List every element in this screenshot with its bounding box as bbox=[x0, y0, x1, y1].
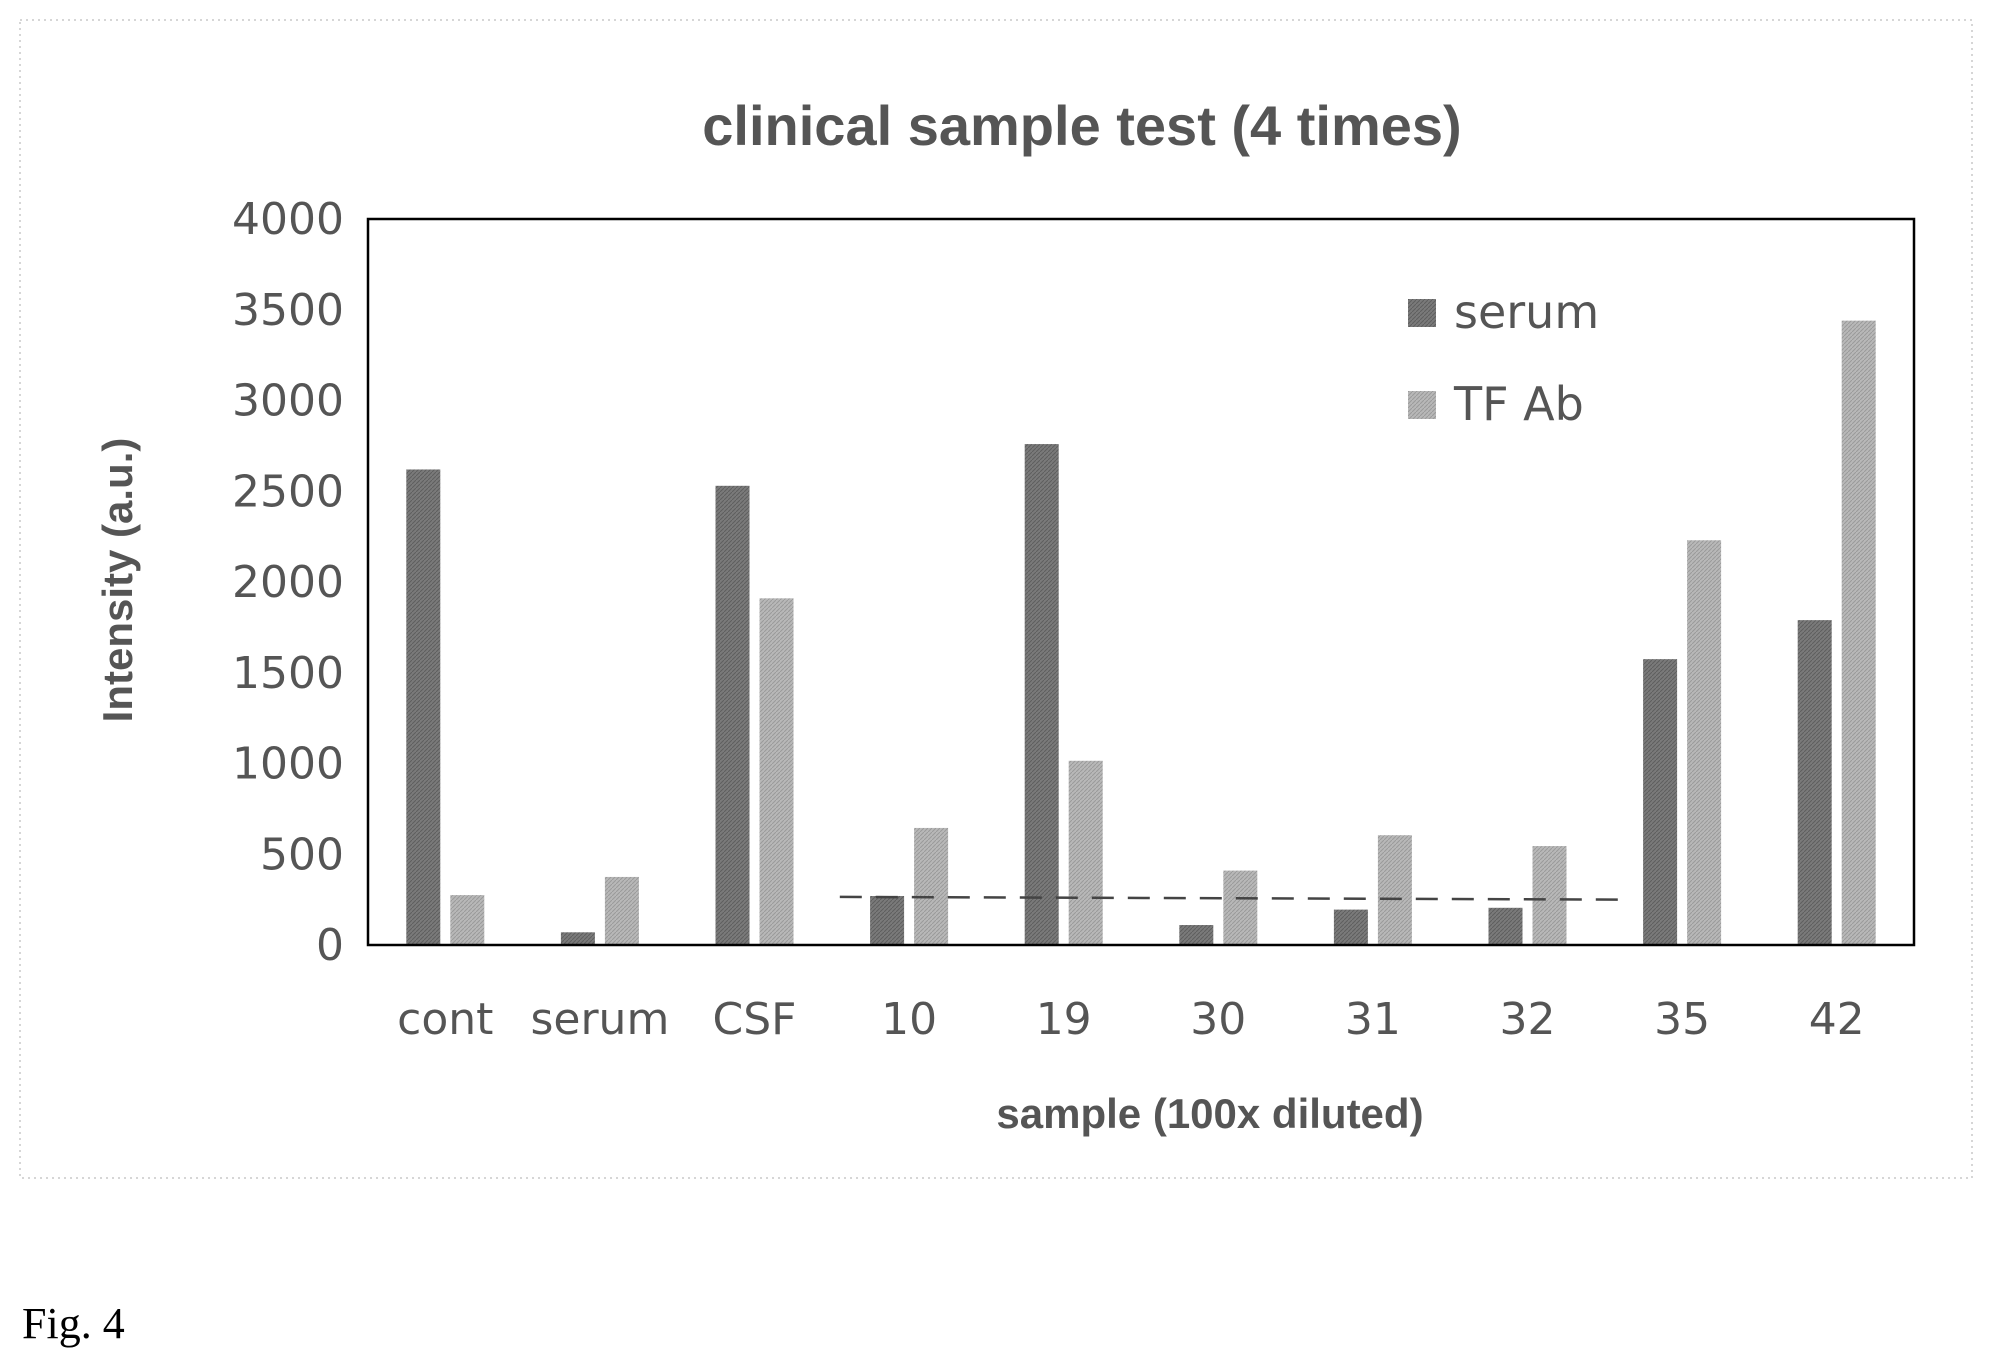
x-tick-label-19: 19 bbox=[1036, 994, 1092, 1045]
y-tick-label: 2000 bbox=[232, 557, 344, 608]
bar-tf-ab-42 bbox=[1841, 320, 1876, 945]
legend-swatch-serum bbox=[1408, 299, 1436, 327]
y-tick-label: 0 bbox=[316, 920, 344, 971]
y-tick-label: 3500 bbox=[232, 285, 344, 336]
x-tick-label-serum: serum bbox=[530, 994, 669, 1045]
y-tick-label: 500 bbox=[260, 829, 344, 880]
bar-tf-ab-31 bbox=[1377, 835, 1412, 945]
bar-serum-35 bbox=[1643, 659, 1678, 945]
chart-title: clinical sample test (4 times) bbox=[702, 94, 1461, 157]
y-tick-label: 4000 bbox=[232, 194, 344, 245]
bars-group bbox=[406, 320, 1876, 945]
bar-serum-32 bbox=[1488, 907, 1523, 945]
bar-serum-cont bbox=[406, 469, 441, 945]
bar-tf-ab-32 bbox=[1532, 846, 1567, 945]
x-tick-label-35: 35 bbox=[1654, 994, 1710, 1045]
bar-serum-42 bbox=[1797, 620, 1832, 945]
figure-caption: Fig. 4 bbox=[22, 1299, 125, 1348]
bar-serum-serum bbox=[560, 932, 595, 945]
bar-serum-10 bbox=[870, 895, 905, 945]
x-tick-label-csf: CSF bbox=[713, 994, 797, 1045]
threshold-dashed-line bbox=[839, 895, 1619, 901]
bar-tf-ab-serum bbox=[604, 876, 639, 945]
bar-tf-ab-10 bbox=[914, 827, 949, 945]
x-tick-label-32: 32 bbox=[1500, 994, 1556, 1045]
chart-frame bbox=[19, 19, 1973, 1179]
x-axis-label: sample (100x diluted) bbox=[996, 1090, 1423, 1137]
bar-tf-ab-19 bbox=[1068, 760, 1103, 945]
bar-serum-csf bbox=[715, 485, 750, 945]
x-tick-label-42: 42 bbox=[1809, 994, 1865, 1045]
bar-tf-ab-35 bbox=[1687, 540, 1722, 945]
bar-serum-19 bbox=[1024, 444, 1059, 945]
x-tick-label-10: 10 bbox=[881, 994, 937, 1045]
bar-serum-31 bbox=[1333, 909, 1368, 945]
y-tick-label: 1500 bbox=[232, 648, 344, 699]
bar-tf-ab-30 bbox=[1223, 870, 1258, 945]
threshold-group bbox=[839, 895, 1619, 901]
x-tick-label-31: 31 bbox=[1345, 994, 1401, 1045]
y-tick-label: 1000 bbox=[232, 739, 344, 790]
plot-area-border bbox=[366, 217, 1916, 947]
bar-tf-ab-csf bbox=[759, 598, 794, 945]
x-tick-label-30: 30 bbox=[1190, 994, 1246, 1045]
legend-label-tf-ab: TF Ab bbox=[1453, 377, 1584, 431]
legend-swatch-tf-ab bbox=[1408, 391, 1436, 419]
x-axis-ticks: cont serum CSF 10 19 30 31 32 35 42 bbox=[397, 994, 1865, 1045]
bar-tf-ab-cont bbox=[450, 895, 485, 945]
x-tick-label-cont: cont bbox=[397, 994, 493, 1045]
bar-serum-30 bbox=[1179, 925, 1214, 945]
legend-label-serum: serum bbox=[1454, 285, 1599, 339]
y-axis-label: Intensity (a.u.) bbox=[94, 438, 141, 723]
y-tick-label: 2500 bbox=[232, 466, 344, 517]
legend: serum TF Ab bbox=[1408, 285, 1599, 431]
y-axis-ticks: 0 500 1000 1500 2000 2500 3000 3500 4000 bbox=[232, 194, 344, 971]
y-tick-label: 3000 bbox=[232, 376, 344, 427]
